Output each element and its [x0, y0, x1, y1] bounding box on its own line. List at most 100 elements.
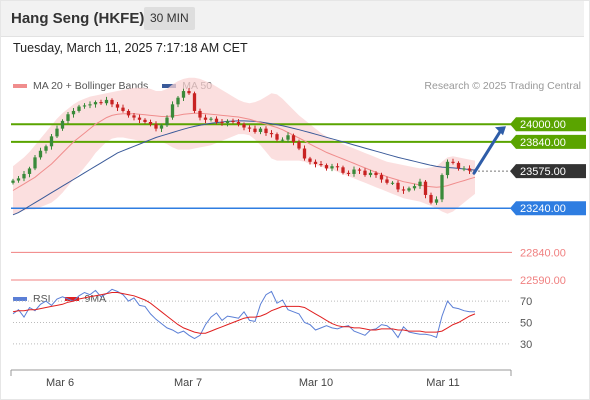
x-tick-label: Mar 7 [174, 377, 202, 389]
candle-body [66, 114, 70, 121]
candle-body [137, 117, 142, 120]
candle-body [11, 180, 15, 183]
level-label-23840.00: 23840.00 [510, 134, 586, 149]
candle-body [154, 124, 158, 129]
ma9-swatch [64, 297, 79, 301]
candle-body [352, 169, 356, 174]
candle-body [286, 135, 290, 140]
candle-body [203, 117, 208, 120]
candle-body [401, 189, 406, 191]
candle-body [44, 146, 48, 151]
candle-body [258, 128, 263, 132]
timestamp: Tuesday, March 11, 2025 7:17:18 AM CET [13, 41, 248, 55]
level-label-text: 24000.00 [520, 119, 566, 131]
candle-body [390, 182, 395, 184]
candle-body [445, 161, 450, 176]
candle-body [407, 188, 411, 191]
rsi-tick-label: 50 [520, 318, 532, 330]
candle-body [434, 199, 439, 203]
rsi-tick-label: 30 [520, 339, 532, 351]
candle-body [82, 105, 87, 107]
candle-body [225, 120, 230, 124]
candle-body [143, 119, 147, 122]
candle-body [423, 181, 428, 195]
candle-body [176, 97, 180, 105]
ma20-legend-label: MA 20 + Bollinger Bands [33, 80, 149, 92]
candle-body [335, 166, 340, 168]
candle-body [291, 135, 296, 142]
ma20-line [12, 112, 476, 191]
candle-body [264, 128, 268, 134]
bollinger-band-area [13, 77, 475, 215]
candle-body [242, 124, 246, 128]
candle-body [418, 181, 422, 187]
ma20-swatch [13, 84, 27, 88]
rsi-swatch [13, 297, 27, 301]
candle-body [247, 127, 252, 129]
candle-body [170, 104, 175, 118]
candle-body [368, 172, 373, 176]
rsi-line [12, 288, 475, 340]
candle-body [214, 118, 219, 122]
candle-body [363, 170, 367, 176]
level-label-box [510, 164, 586, 179]
candle-body [462, 168, 466, 170]
level-label-text: 22840.00 [520, 247, 566, 259]
candle-body [38, 150, 43, 158]
level-label-text: 22590.00 [520, 275, 566, 287]
candle-body [231, 120, 235, 122]
candle-body [22, 173, 26, 179]
level-label-box [510, 201, 586, 216]
candle-body [187, 91, 191, 94]
candle-body [33, 157, 37, 169]
candle-body [60, 120, 65, 129]
level-label-24000.00: 24000.00 [510, 117, 586, 132]
candle-body [148, 122, 153, 125]
candle-body [456, 162, 461, 169]
candle-body [159, 125, 164, 129]
level-label-23575.00: 23575.00 [510, 164, 586, 179]
candle-body [88, 104, 92, 106]
candle-body [269, 133, 274, 135]
level-label-box [510, 134, 586, 149]
instrument-title: Hang Seng (HKFE) [11, 10, 145, 27]
candle-body [297, 141, 301, 149]
rsi-ma9-line [12, 292, 476, 334]
level-label-box [510, 117, 586, 132]
candle-body [396, 182, 400, 190]
candle-body [126, 110, 131, 116]
candle-body [302, 148, 307, 159]
candle-body [55, 128, 59, 137]
candle-body [27, 168, 32, 174]
level-label-text: 23240.00 [520, 203, 566, 215]
candle-body [275, 134, 279, 140]
candle-body [115, 104, 120, 108]
candle-body [99, 102, 103, 104]
candle-body [280, 139, 285, 141]
rsi-legend-label: RSI [33, 293, 51, 305]
candle-body [77, 106, 81, 111]
candle-body [412, 186, 417, 189]
candle-body [467, 168, 472, 171]
ma50-line [12, 120, 476, 216]
candle-body [324, 165, 329, 169]
candle-body [132, 115, 136, 118]
candle-body [429, 194, 433, 203]
ma50-swatch [162, 84, 177, 88]
interval-selector[interactable]: 30 MIN [144, 7, 195, 30]
candle-body [110, 99, 114, 105]
candle-body [209, 118, 213, 120]
candle-body [346, 172, 351, 174]
candle-body [16, 178, 21, 181]
candle-body [385, 179, 389, 183]
x-tick-label: Mar 10 [299, 377, 333, 389]
candle-body [440, 175, 444, 200]
level-label-23240.00: 23240.00 [510, 201, 586, 216]
candle-body [253, 128, 257, 132]
candle-body [357, 169, 362, 171]
candle-body [341, 167, 345, 173]
research-credit: Research © 2025 Trading Central [424, 80, 581, 92]
x-tick-label: Mar 11 [426, 377, 459, 389]
candle-body [165, 117, 169, 126]
